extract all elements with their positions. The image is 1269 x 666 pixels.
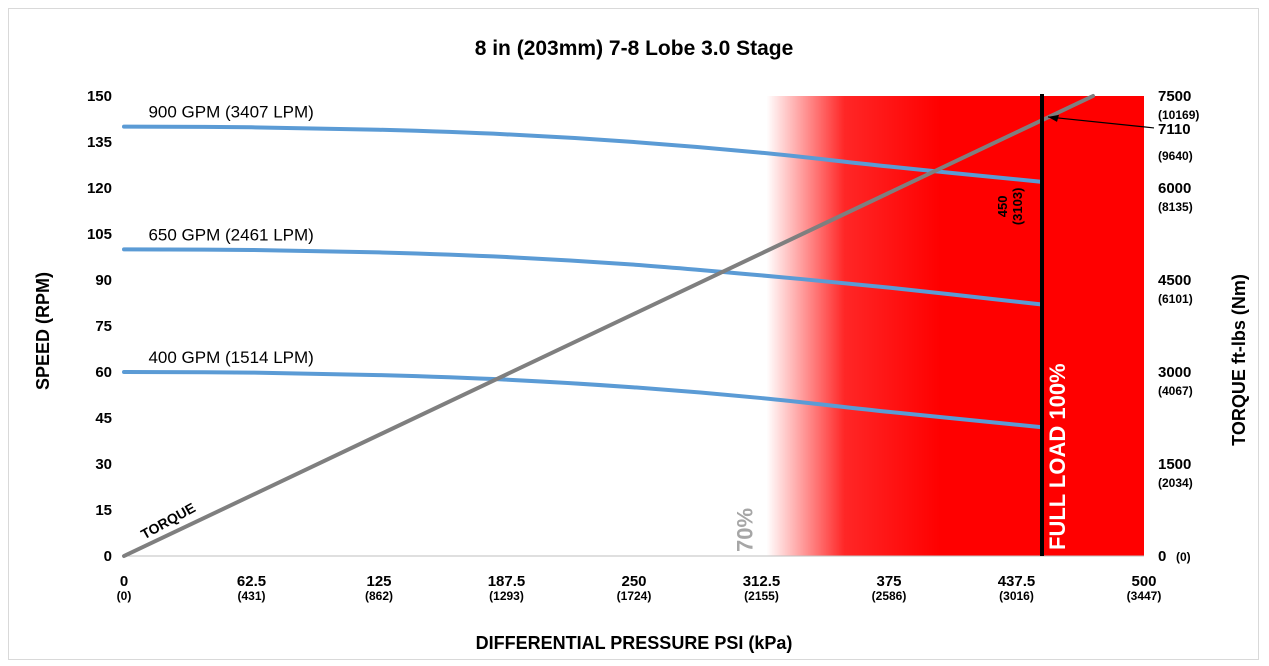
x-tick-sublabel: (2155) [744, 589, 779, 603]
zone-70-label: 70% [733, 508, 758, 552]
torque-line [122, 94, 1095, 558]
x-tick-label: 500 [1131, 573, 1156, 590]
y-tick-label: 150 [87, 88, 112, 105]
chart: 8 in (203mm) 7-8 Lobe 3.0 Stage DIFFEREN… [33, 37, 1249, 653]
x-tick-sublabel: (431) [237, 589, 265, 603]
y2-tick-sublabel: (0) [1176, 550, 1191, 564]
y2-tick-label: 3000 [1158, 364, 1191, 381]
y2-tick-sublabel: (10169) [1158, 108, 1199, 122]
y-tick-label: 45 [95, 410, 112, 427]
x-tick-sublabel: (2586) [872, 589, 907, 603]
y-tick-label: 60 [95, 364, 112, 381]
y-tick-label: 105 [87, 226, 112, 243]
y-tick-label: 30 [95, 456, 112, 473]
y2-tick-sublabel: (6101) [1158, 292, 1193, 306]
chart-title: 8 in (203mm) 7-8 Lobe 3.0 Stage [475, 37, 794, 60]
x-tick-label: 312.5 [743, 573, 781, 590]
x-tick-sublabel: (1293) [489, 589, 524, 603]
y2-tick-label: 6000 [1158, 180, 1191, 197]
x-tick-label: 0 [120, 573, 128, 590]
y2-axis-title: TORQUE ft-lbs (Nm) [1229, 274, 1249, 446]
speed-series-line [122, 247, 1044, 307]
y-tick-label: 15 [95, 502, 112, 519]
y2-tick-label: 7500 [1158, 88, 1191, 105]
series-label: 900 GPM (3407 LPM) [148, 103, 313, 122]
x-tick-sublabel: (3447) [1127, 589, 1162, 603]
x-tick-label: 250 [621, 573, 646, 590]
x-tick-sublabel: (862) [365, 589, 393, 603]
y2-tick-label: 1500 [1158, 456, 1191, 473]
max-torque-nm-label: (9640) [1158, 149, 1193, 163]
y2-tick-label: 4500 [1158, 272, 1191, 289]
y-tick-label: 0 [104, 548, 112, 565]
x-tick-label: 125 [366, 573, 391, 590]
x-tick-sublabel: (0) [117, 589, 132, 603]
speed-series-line [122, 370, 1044, 430]
x-tick-sublabel: (3016) [999, 589, 1034, 603]
x-tick-label: 187.5 [488, 573, 526, 590]
x-tick-label: 437.5 [998, 573, 1036, 590]
x-axis-title: DIFFERENTIAL PRESSURE PSI (kPa) [476, 633, 793, 653]
series-label: 400 GPM (1514 LPM) [148, 348, 313, 367]
speed-series-line [122, 124, 1044, 184]
max-torque-arrowhead [1048, 114, 1059, 122]
y2-tick-sublabel: (2034) [1158, 476, 1193, 490]
x-tick-sublabel: (1724) [617, 589, 652, 603]
max-torque-arrow-line [1047, 116, 1155, 129]
x-tick-label: 62.5 [237, 573, 266, 590]
y-axis-title: SPEED (RPM) [33, 272, 53, 390]
x-tick-label: 375 [876, 573, 901, 590]
y2-tick-sublabel: (8135) [1158, 200, 1193, 214]
full-load-psi-label: 450 [995, 196, 1010, 218]
y-tick-label: 75 [95, 318, 112, 335]
series-label: 650 GPM (2461 LPM) [148, 225, 313, 244]
chart-frame: 8 in (203mm) 7-8 Lobe 3.0 Stage DIFFEREN… [8, 8, 1259, 660]
full-load-label: FULL LOAD 100% [1045, 363, 1070, 550]
full-load-kpa-label: (3103) [1010, 188, 1025, 226]
y2-tick-label: 0 [1158, 548, 1166, 565]
y-tick-label: 120 [87, 180, 112, 197]
load-zone-gradient [766, 96, 940, 556]
y2-tick-sublabel: (4067) [1158, 384, 1193, 398]
y-tick-label: 135 [87, 134, 112, 151]
y-tick-label: 90 [95, 272, 112, 289]
max-torque-label: 7110 [1158, 121, 1191, 138]
